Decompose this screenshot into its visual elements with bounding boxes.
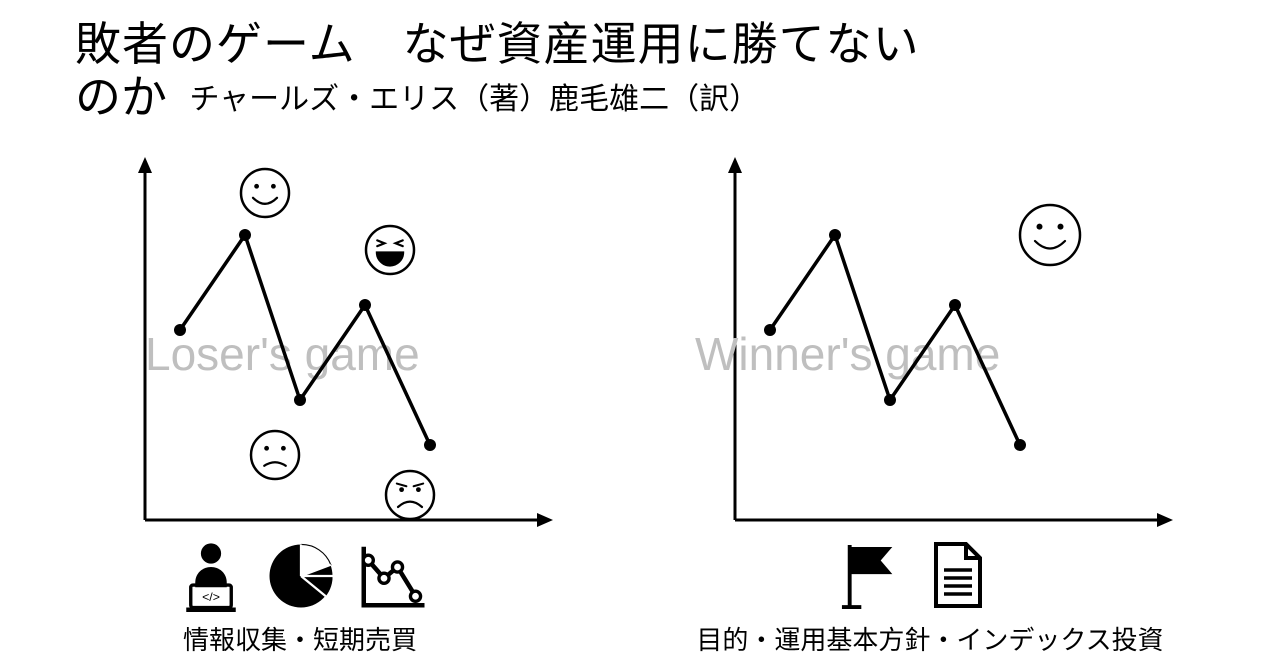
document-icon — [928, 540, 988, 612]
icon-row-left: </> — [175, 540, 431, 612]
flag-icon — [840, 540, 902, 612]
chart-right: Winner's game — [690, 155, 1190, 535]
person-laptop-icon: </> — [175, 540, 247, 612]
icon-row-right — [840, 540, 988, 612]
watermark-right: Winner's game — [695, 328, 1000, 380]
subtitle: チャールズ・エリス（著）鹿毛雄二（訳） — [189, 83, 759, 116]
caption-left: 情報収集・短期売買 — [130, 620, 470, 657]
pie-chart-icon — [265, 540, 337, 612]
title-line2: のか — [75, 71, 167, 123]
faces-right — [1020, 205, 1080, 265]
trend-analytics-icon — [355, 540, 431, 612]
caption-right: 目的・運用基本方針・インデックス投資 — [630, 620, 1230, 657]
chart-left: Loser's game — [100, 155, 570, 535]
title-block: 敗者のゲーム なぜ資産運用に勝てない のか チャールズ・エリス（著）鹿毛雄二（訳… — [75, 18, 920, 124]
title-line1: 敗者のゲーム なぜ資産運用に勝てない — [75, 18, 920, 71]
svg-text:</>: </> — [202, 590, 220, 604]
